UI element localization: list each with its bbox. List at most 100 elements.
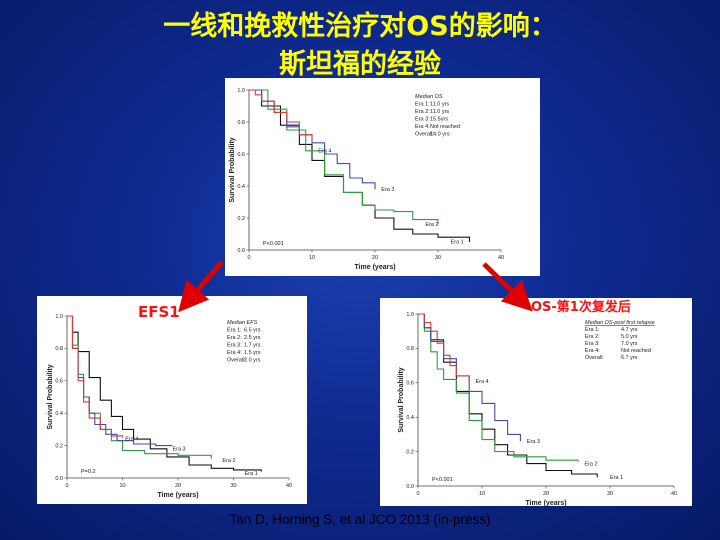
y-tick-label: 0.0 <box>237 248 245 254</box>
legend-era-value: Not reached <box>621 348 651 354</box>
series-line-era-1 <box>67 315 262 472</box>
x-tick-label: 20 <box>372 255 378 261</box>
legend-era-value: 1.7 yrs <box>244 343 261 349</box>
legend-era-value: 2.0 yrs <box>244 358 261 364</box>
legend-era-value: 4.7 yrs <box>621 327 638 333</box>
x-axis-label: Time (years) <box>525 500 566 506</box>
legend-era-label: Overall: <box>585 355 604 361</box>
legend-era-label: Overall: <box>415 132 434 138</box>
series-label-era-1: Era 1 <box>610 475 623 481</box>
legend-era-label: Era 2: <box>415 109 430 115</box>
y-tick-label: 1.0 <box>406 312 414 318</box>
y-tick-label: 0.4 <box>237 184 245 190</box>
series-line-era-2 <box>249 89 439 225</box>
chart-event-free-survival: 0.0 0.2 0.4 0.6 0.8 1.0 0 10 20 30 40 Time (years) S… <box>47 314 292 499</box>
x-tick-label: 30 <box>435 255 441 261</box>
legend-era-value: 6.5 yrs <box>244 328 261 334</box>
legend-era-value: 14.0 yrs <box>430 132 450 138</box>
x-tick-label: 20 <box>175 483 181 489</box>
x-tick-label: 0 <box>416 491 419 497</box>
chart-panel-overall-survival: 0.0 0.2 0.4 0.6 0.8 1.0 0 10 20 30 40 Time (years) S… <box>225 78 540 276</box>
legend-era-value: 15.5yrs <box>430 117 448 123</box>
slide-title-line2: 斯坦福的经验 <box>279 49 441 80</box>
x-tick-label: 40 <box>671 491 677 497</box>
y-axis-label: Survival Probability <box>229 137 236 202</box>
y-axis-label: Survival Probability <box>47 364 54 429</box>
slide-title-line1: 一线和挽救性治疗对OS的影响： <box>163 11 557 42</box>
x-tick-label: 10 <box>119 483 125 489</box>
y-tick-label: 0.0 <box>406 484 414 490</box>
y-tick-label: 1.0 <box>237 88 245 94</box>
label-efs1: EFS1 <box>138 303 180 321</box>
x-tick-label: 30 <box>230 483 236 489</box>
label-os-post-first-relapse: OS-第1次复发后 <box>531 300 631 315</box>
x-tick-label: 40 <box>498 255 504 261</box>
legend-era-label: Era 4: <box>415 124 430 130</box>
legend-era-label: Era 2: <box>585 334 600 340</box>
x-tick-label: 40 <box>286 483 292 489</box>
series-label-era-3: Era 3 <box>381 187 394 193</box>
y-tick-label: 0.2 <box>406 449 414 455</box>
chart-overall-survival: 0.0 0.2 0.4 0.6 0.8 1.0 0 10 20 30 40 Time (years) S… <box>229 88 504 271</box>
series-label-era-1: Era 1 <box>451 240 464 246</box>
y-tick-label: 0.0 <box>55 476 63 482</box>
series-label-era-1: Era 1 <box>245 471 258 477</box>
legend-era-label: Era 3: <box>227 343 242 349</box>
y-tick-label: 0.6 <box>55 379 63 385</box>
chart-panel-efs: 0.0 0.2 0.4 0.6 0.8 1.0 0 10 20 30 40 Time (years) S… <box>37 296 307 504</box>
legend-era-value: 11.0 yrs <box>430 102 449 108</box>
x-tick-label: 20 <box>543 491 549 497</box>
p-value: P=0.2 <box>81 469 96 475</box>
y-tick-label: 0.8 <box>55 346 63 352</box>
legend-era-label: Era 3: <box>415 117 430 123</box>
legend-era-value: 11.0 yrs <box>430 109 449 115</box>
legend-era-label: Era 3: <box>585 341 600 347</box>
y-tick-label: 0.8 <box>237 120 245 126</box>
x-axis-label: Time (years) <box>354 264 395 271</box>
series-line-era-2 <box>67 315 212 459</box>
legend-title: Median EFS <box>227 320 258 326</box>
legend-era-label: Era 4: <box>585 348 600 354</box>
x-tick-label: 30 <box>607 491 613 497</box>
y-tick-label: 0.6 <box>237 152 245 158</box>
legend-title: Median OS <box>415 94 443 100</box>
y-tick-label: 0.4 <box>406 415 414 421</box>
legend-era-label: Era 4: <box>227 350 242 356</box>
chart-os-post-first-relapse: 0.0 0.2 0.4 0.6 0.8 1.0 0 10 20 30 40 Time (years) S… <box>398 312 677 506</box>
citation: Tan D, Horning S, et al JCO 2013 (in-pre… <box>229 512 491 527</box>
legend-era-value: Not reached <box>430 124 460 130</box>
y-tick-label: 0.8 <box>406 346 414 352</box>
y-tick-label: 0.2 <box>237 216 245 222</box>
p-value: P<0.001 <box>432 477 453 483</box>
legend-title: Median OS-post first relapse <box>585 320 655 326</box>
x-tick-label: 0 <box>247 255 250 261</box>
p-value: P<0.001 <box>263 241 284 247</box>
x-axis-label: Time (years) <box>157 492 198 499</box>
series-label-era-2: Era 2 <box>222 458 235 464</box>
y-tick-label: 1.0 <box>55 314 63 320</box>
series-label-era-2: Era 2 <box>425 222 438 228</box>
y-tick-label: 0.6 <box>406 381 414 387</box>
series-label-era-3: Era 3 <box>527 439 540 445</box>
series-label-era-4: Era 4 <box>476 379 489 385</box>
legend-era-label: Overall: <box>227 358 246 364</box>
series-line-era-4 <box>249 89 313 145</box>
y-axis-label: Survival Probability <box>398 367 405 432</box>
y-tick-label: 0.4 <box>55 411 63 417</box>
y-tick-label: 0.2 <box>55 443 63 449</box>
legend-era-label: Era 2: <box>227 335 242 341</box>
legend-era-label: Era 1: <box>227 328 242 334</box>
series-line-era-4 <box>418 313 470 383</box>
x-tick-label: 0 <box>65 483 68 489</box>
x-tick-label: 10 <box>479 491 485 497</box>
series-line-era-1 <box>418 313 598 478</box>
series-label-era-3: Era 3 <box>172 446 185 452</box>
legend-era-value: 7.0 yrs <box>621 341 638 347</box>
series-label-era-2: Era 2 <box>584 461 597 467</box>
legend-era-value: 1.5 yrs <box>244 350 261 356</box>
series-label-era-4: Era 4 <box>125 437 138 443</box>
legend-era-value: 2.5 yrs <box>244 335 261 341</box>
series-line-era-2 <box>418 313 579 462</box>
legend-era-label: Era 1: <box>585 327 600 333</box>
legend-era-value: 6.7 yrs <box>621 355 638 361</box>
